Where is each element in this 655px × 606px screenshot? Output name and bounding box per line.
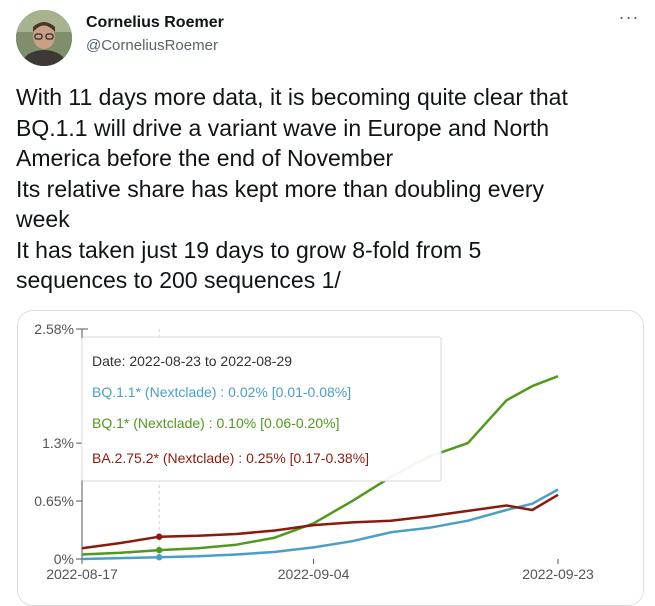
tooltip-entry-ba2752: BA.2.75.2* (Nextclade) : 0.25% [0.17-0.3… [92,450,369,466]
tooltip-date: Date: 2022-08-23 to 2022-08-29 [92,353,292,369]
author-avatar[interactable] [16,10,72,66]
series-line-2 [81,493,559,550]
x-tick-label: 2022-09-04 [278,566,350,582]
series-line-1 [81,375,559,556]
tweet-line: It has taken just 19 days to grow 8-fold… [16,236,482,263]
x-tick-label: 2022-09-23 [522,566,594,582]
tooltip-entry-bq1: BQ.1* (Nextclade) : 0.10% [0.06-0.20%] [92,415,339,431]
chart-tooltip: Date: 2022-08-23 to 2022-08-29 BQ.1.1* (… [81,336,442,482]
tooltip-box [81,336,442,482]
hover-point-2 [155,533,163,540]
y-tick-label: 1.3% [42,435,74,451]
hover-point-0 [155,554,163,561]
tooltip-entry-bq11: BQ.1.1* (Nextclade) : 0.02% [0.01-0.08%] [92,384,351,400]
x-tick-label: 2022-08-17 [46,566,118,582]
chart-image[interactable]: 2.58% 1.3% 0.65% 0% 2022-08-17 2022-09-04 202… [17,310,644,606]
y-tick-label: 2.58% [34,321,74,337]
author-handle[interactable]: @CorneliusRoemer [86,37,218,54]
tweet-line: sequences to 200 sequences 1/ [16,267,341,293]
y-tick-label: 0.65% [34,493,74,509]
y-tick-label: 0% [54,551,74,567]
author-name[interactable]: Cornelius Roemer [86,14,224,31]
tweet-line: With 11 days more data, it is becoming q… [16,84,568,110]
hover-point-1 [155,546,163,554]
tweet-line: BQ.1.1 will drive a variant wave in Euro… [16,114,550,141]
tweet-line: week [16,206,70,232]
more-dots-icon[interactable]: ··· [618,7,640,27]
tweet-line: America before the end of November [16,145,394,171]
series-line-0 [81,488,559,561]
variant-share-chart: 2.58% 1.3% 0.65% 0% 2022-08-17 2022-09-04 202… [34,321,594,582]
profile-photo-icon [16,10,72,66]
tweet-line: Its relative share has kept more than do… [16,175,545,202]
tweet-text: With 11 days more data, it is becoming q… [16,82,644,296]
